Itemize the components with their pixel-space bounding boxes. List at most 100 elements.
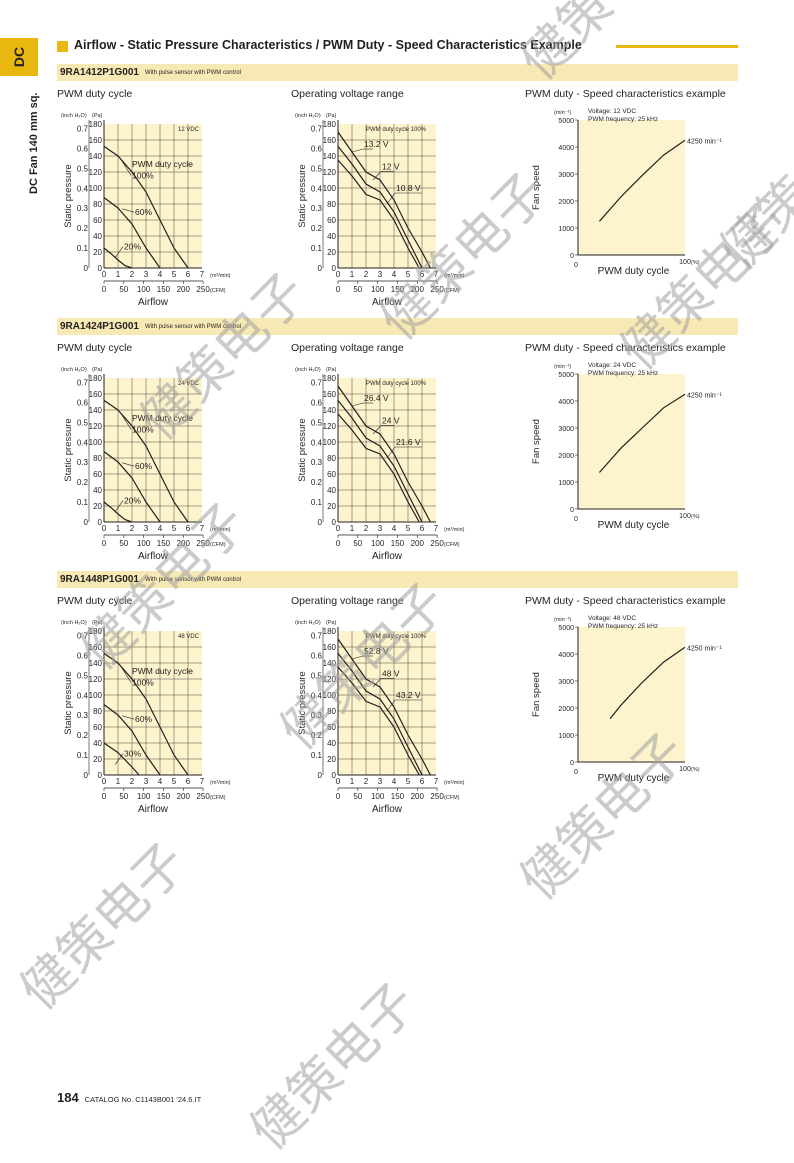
x-tick-label: 0	[574, 516, 578, 523]
y-tick-label: 0	[570, 760, 574, 767]
x-tick-label-cfm: 100	[371, 792, 385, 801]
x-tick-label-m3: 0	[336, 777, 341, 786]
y-tick-label-pa: 140	[323, 406, 337, 415]
x-axis-label: Airflow	[138, 804, 169, 815]
x-tick-label-m3: 7	[200, 524, 205, 533]
x-tick-label-cfm: 250	[196, 285, 210, 294]
x-tick-label-cfm: 50	[353, 539, 362, 548]
y-tick-label-pa: 80	[327, 200, 336, 209]
x-tick-label: 100	[679, 766, 691, 773]
y-tick-label-inch: 0.6	[311, 398, 323, 407]
y-tick-label-pa: 180	[89, 627, 103, 636]
max-speed-label: 4250 min⁻¹	[687, 138, 722, 145]
x-tick-label-m3: 0	[336, 524, 341, 533]
y-tick-label-inch: 0.3	[77, 711, 89, 720]
plot-area	[338, 631, 436, 775]
x-tick-label-cfm: 200	[177, 792, 191, 801]
y-tick-label-inch: 0.4	[77, 691, 89, 700]
y-tick-label-inch: 0.5	[77, 418, 89, 427]
y-unit-pa: (Pa)	[92, 367, 103, 373]
x-tick-label-m3: 1	[116, 524, 121, 533]
x-tick-label-m3: 7	[200, 777, 205, 786]
y-tick-label-pa: 40	[327, 739, 336, 748]
x-tick-label-cfm: 200	[177, 285, 191, 294]
curve-label: 26.4 V	[364, 393, 389, 403]
y-tick-label-inch: 0.2	[311, 731, 323, 740]
leader-line	[122, 715, 135, 720]
voltage-label: 24 VDC	[178, 381, 200, 387]
y-tick-label-inch: 0.1	[311, 751, 323, 760]
series-line	[609, 646, 686, 720]
curve-label: 12 V	[382, 161, 400, 171]
curve-label: 60%	[135, 714, 152, 724]
x-tick-label-cfm: 100	[137, 792, 151, 801]
series-line	[337, 400, 423, 523]
x-tick-label-m3: 6	[186, 524, 191, 533]
watermark-text: 健策电子	[239, 972, 429, 1162]
model-bar: 9RA1448P1G001 With pulse sensor with PWM …	[57, 571, 738, 588]
series-line	[103, 704, 161, 776]
x-axis-label: Airflow	[372, 804, 403, 815]
y-tick-label-pa: 20	[93, 248, 102, 257]
x-unit-cfm: (CFM)	[444, 288, 460, 294]
y-tick-label-pa: 140	[89, 152, 103, 161]
y-unit: (min⁻¹)	[554, 364, 571, 370]
x-axis-label: Airflow	[138, 297, 169, 308]
y-tick-label-pa: 100	[89, 438, 103, 447]
leader-line	[122, 462, 135, 467]
curve-label: 60%	[135, 207, 152, 217]
y-tick-label-inch: 0.3	[311, 711, 323, 720]
y-tick-label-pa: 40	[327, 486, 336, 495]
y-tick-label-inch: 0.5	[77, 164, 89, 173]
duty-header: PWM duty cycle 100%	[366, 381, 427, 387]
series-line	[103, 451, 161, 523]
x-tick-label: 100	[679, 513, 691, 520]
y-tick-label: 2000	[558, 199, 574, 206]
duty-header: PWM duty cycle 100%	[366, 634, 427, 640]
y-tick-label-pa: 40	[93, 232, 102, 241]
y-tick-label-pa: 40	[93, 739, 102, 748]
x-tick-label-cfm: 50	[119, 792, 128, 801]
x-tick-label-m3: 5	[172, 777, 177, 786]
y-tick-label-pa: 20	[327, 248, 336, 257]
y-tick-label-pa: 140	[323, 659, 337, 668]
speed-chart: 0 1000 2000 3000 4000 5000 (min⁻¹) Fan speed 0 10…	[531, 362, 722, 531]
x-tick-label-cfm: 250	[430, 792, 444, 801]
x-tick-label-m3: 5	[172, 524, 177, 533]
y-tick-label: 5000	[558, 118, 574, 125]
x-tick-label-cfm: 100	[137, 539, 151, 548]
x-unit-m3: (m³/min)	[444, 527, 465, 533]
y-tick-label-pa: 40	[93, 486, 102, 495]
x-tick-label-m3: 2	[130, 270, 135, 279]
x-tick-label-m3: 4	[392, 777, 397, 786]
x-tick-label-m3: 3	[144, 270, 149, 279]
y-tick-label-inch: 0.7	[77, 632, 89, 641]
y-unit-pa: (Pa)	[92, 113, 103, 119]
leader-line	[351, 402, 364, 407]
y-tick-label-inch: 0	[318, 264, 323, 273]
model-name: 9RA1448P1G001	[60, 574, 139, 585]
leader-line	[372, 678, 382, 688]
x-tick-label-m3: 0	[336, 270, 341, 279]
y-tick-label-inch: 0.4	[77, 184, 89, 193]
y-tick-label-inch: 0.1	[77, 498, 89, 507]
x-tick-label-cfm: 0	[102, 792, 107, 801]
y-unit-pa: (Pa)	[326, 367, 337, 373]
y-tick-label-inch: 0.3	[77, 458, 89, 467]
y-tick-label-pa: 0	[98, 264, 103, 273]
model-name: 9RA1424P1G001	[60, 321, 139, 332]
x-tick-label-m3: 3	[378, 524, 383, 533]
speed-header-voltage: Voltage: 24 VDC	[588, 362, 636, 369]
x-tick-label-cfm: 250	[196, 539, 210, 548]
y-tick-label-inch: 0	[84, 518, 89, 527]
x-tick-label-m3: 4	[158, 524, 163, 533]
y-tick-label-pa: 20	[93, 755, 102, 764]
page-footer: 184 CATALOG No. C1143B001 '24.6.IT	[57, 1090, 201, 1105]
y-unit-pa: (Pa)	[326, 620, 337, 626]
y-tick-label-pa: 100	[323, 438, 337, 447]
x-tick-label-m3: 3	[378, 270, 383, 279]
y-tick-label-pa: 20	[327, 502, 336, 511]
page-number: 184	[57, 1090, 79, 1105]
series-line	[337, 385, 431, 523]
x-unit: (%)	[691, 767, 700, 773]
